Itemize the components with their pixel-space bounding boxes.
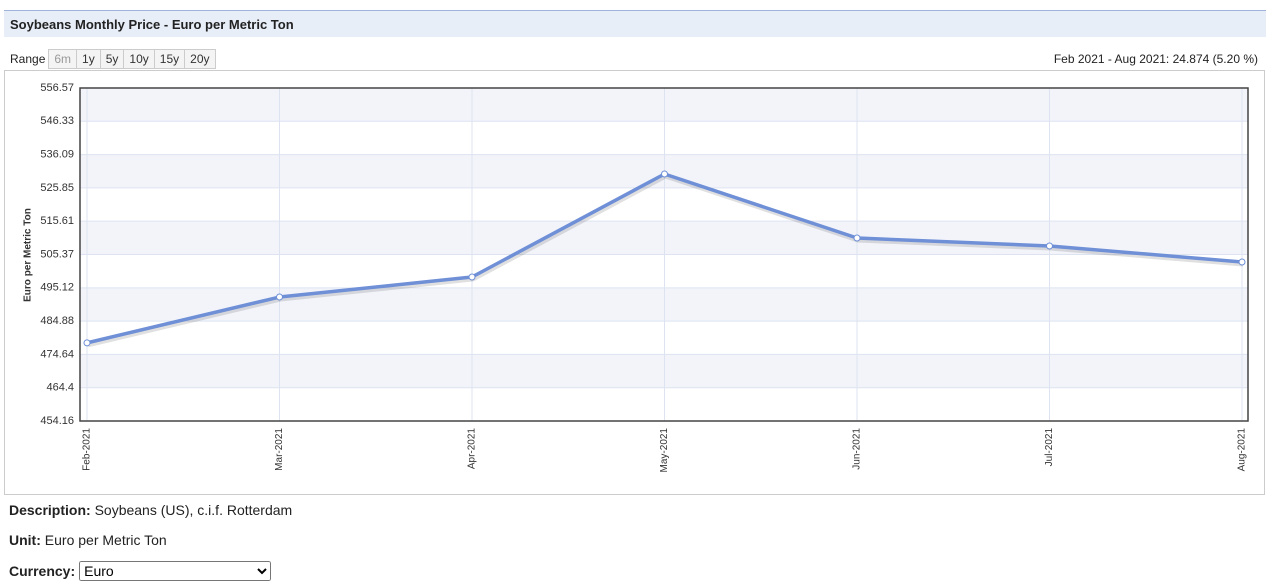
data-point: [661, 170, 668, 178]
range-summary: Feb 2021 - Aug 2021: 24.874 (5.20 %): [1053, 52, 1258, 66]
x-tick-label: Mar-2021: [274, 428, 285, 471]
description-label: Description:: [9, 502, 91, 518]
range-button[interactable]: 20y: [184, 49, 216, 69]
data-point: [83, 339, 91, 347]
description-value: Soybeans (US), c.i.f. Rotterdam: [94, 502, 293, 518]
range-label: Range: [10, 52, 46, 66]
y-tick-label: 536.09: [40, 148, 74, 160]
header-bar: Soybeans Monthly Price - Euro per Metric…: [4, 10, 1266, 37]
y-tick-label: 454.16: [40, 415, 74, 427]
unit-label: Unit:: [9, 532, 41, 548]
x-tick-label: Feb-2021: [82, 428, 93, 471]
x-tick-label: May-2021: [659, 428, 670, 473]
data-point: [276, 293, 283, 301]
unit-value: Euro per Metric Ton: [44, 532, 167, 548]
currency-row: Currency: Euro: [9, 561, 272, 581]
description-row: Description: Soybeans (US), c.i.f. Rotte…: [9, 502, 292, 518]
data-point: [1238, 258, 1246, 266]
y-tick-label: 515.61: [40, 215, 74, 227]
range-button[interactable]: 6m: [48, 49, 78, 69]
x-tick-label: Jul-2021: [1044, 428, 1055, 467]
x-tick-label: Jun-2021: [852, 428, 863, 470]
range-button[interactable]: 15y: [153, 49, 186, 69]
chart-frame: [4, 70, 1265, 495]
y-tick-label: 505.37: [40, 248, 74, 260]
data-point: [1046, 242, 1053, 250]
y-tick-label: 556.57: [40, 82, 74, 94]
x-tick-label: Apr-2021: [467, 428, 478, 470]
unit-row: Unit: Euro per Metric Ton: [9, 532, 167, 548]
y-tick-label: 546.33: [40, 115, 74, 127]
y-tick-label: 474.64: [40, 348, 74, 360]
y-tick-label: 484.88: [40, 315, 74, 327]
plot-border: [79, 87, 1249, 422]
data-point: [853, 234, 861, 242]
y-tick-label: 464.4: [46, 382, 74, 394]
y-tick-label: 495.12: [40, 282, 74, 294]
y-tick-label: 525.85: [40, 182, 74, 194]
y-axis-title: Euro per Metric Ton: [23, 208, 34, 302]
range-selector: Range 6m 1y 5y 10y 15y 20y: [10, 49, 216, 69]
x-tick-label: Aug-2021: [1237, 428, 1248, 472]
page-title: Soybeans Monthly Price - Euro per Metric…: [10, 17, 294, 32]
data-point: [468, 273, 476, 281]
currency-select[interactable]: Euro: [79, 561, 272, 581]
currency-label: Currency:: [9, 563, 76, 579]
